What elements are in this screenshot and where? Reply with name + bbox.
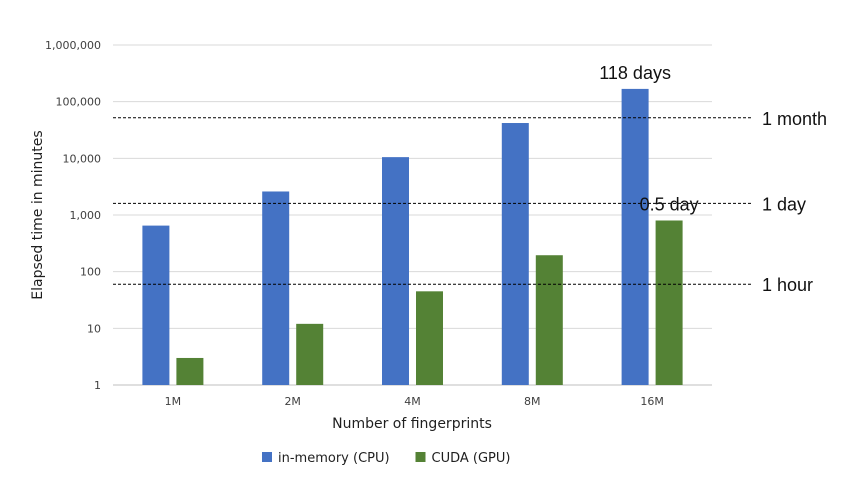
- gridlines: [113, 44, 712, 386]
- reference-line-label: 1 day: [762, 194, 806, 214]
- bar-cpu-1m: [142, 225, 170, 385]
- legend-label: in-memory (CPU): [278, 451, 390, 466]
- y-tick-label: 1: [94, 379, 101, 392]
- bar-gpu-4m: [416, 291, 443, 385]
- x-axis-title: Number of fingerprints: [332, 416, 492, 432]
- bar-gpu-16m: [655, 220, 683, 385]
- bar-cpu-8m: [501, 123, 529, 386]
- bar-cpu-4m: [382, 157, 409, 385]
- reference-lines: 1 month 1 day 1 hour: [113, 109, 827, 295]
- y-tick-label: 100,000: [56, 96, 102, 109]
- bars: [142, 88, 683, 386]
- y-tick-label: 1,000,000: [45, 39, 101, 52]
- x-tick-label: 8M: [524, 395, 541, 408]
- bar-cpu-16m: [621, 88, 649, 385]
- y-tick-label: 10,000: [63, 152, 102, 165]
- y-tick-label: 1,000: [70, 209, 102, 222]
- bar-gpu-1m: [176, 357, 204, 385]
- annotations: 118 days 0.5 day: [599, 63, 698, 215]
- legend-label: CUDA (GPU): [432, 451, 511, 466]
- x-tick-labels: 1M 2M 4M 8M 16M: [165, 395, 664, 408]
- x-tick-label: 2M: [284, 395, 301, 408]
- legend-swatch-cpu: [262, 452, 272, 462]
- y-tick-label: 10: [87, 322, 101, 335]
- legend: in-memory (CPU) CUDA (GPU): [262, 451, 510, 466]
- x-tick-label: 16M: [640, 395, 664, 408]
- reference-line-label: 1 hour: [762, 275, 813, 295]
- x-tick-label: 1M: [165, 395, 182, 408]
- bar-cpu-2m: [262, 191, 290, 385]
- bar-gpu-8m: [535, 255, 563, 385]
- legend-swatch-gpu: [415, 452, 426, 462]
- bar-annotation: 118 days: [599, 63, 671, 83]
- y-tick-labels: 1 10 100 1,000 10,000 100,000 1,000,000: [45, 39, 101, 392]
- y-tick-label: 100: [80, 266, 101, 279]
- x-tick-label: 4M: [404, 395, 421, 408]
- reference-line-label: 1 month: [762, 109, 827, 129]
- bar-annotation: 0.5 day: [640, 194, 699, 214]
- y-axis-title: Elapsed time in minutes: [30, 130, 46, 299]
- bar-gpu-2m: [296, 323, 324, 385]
